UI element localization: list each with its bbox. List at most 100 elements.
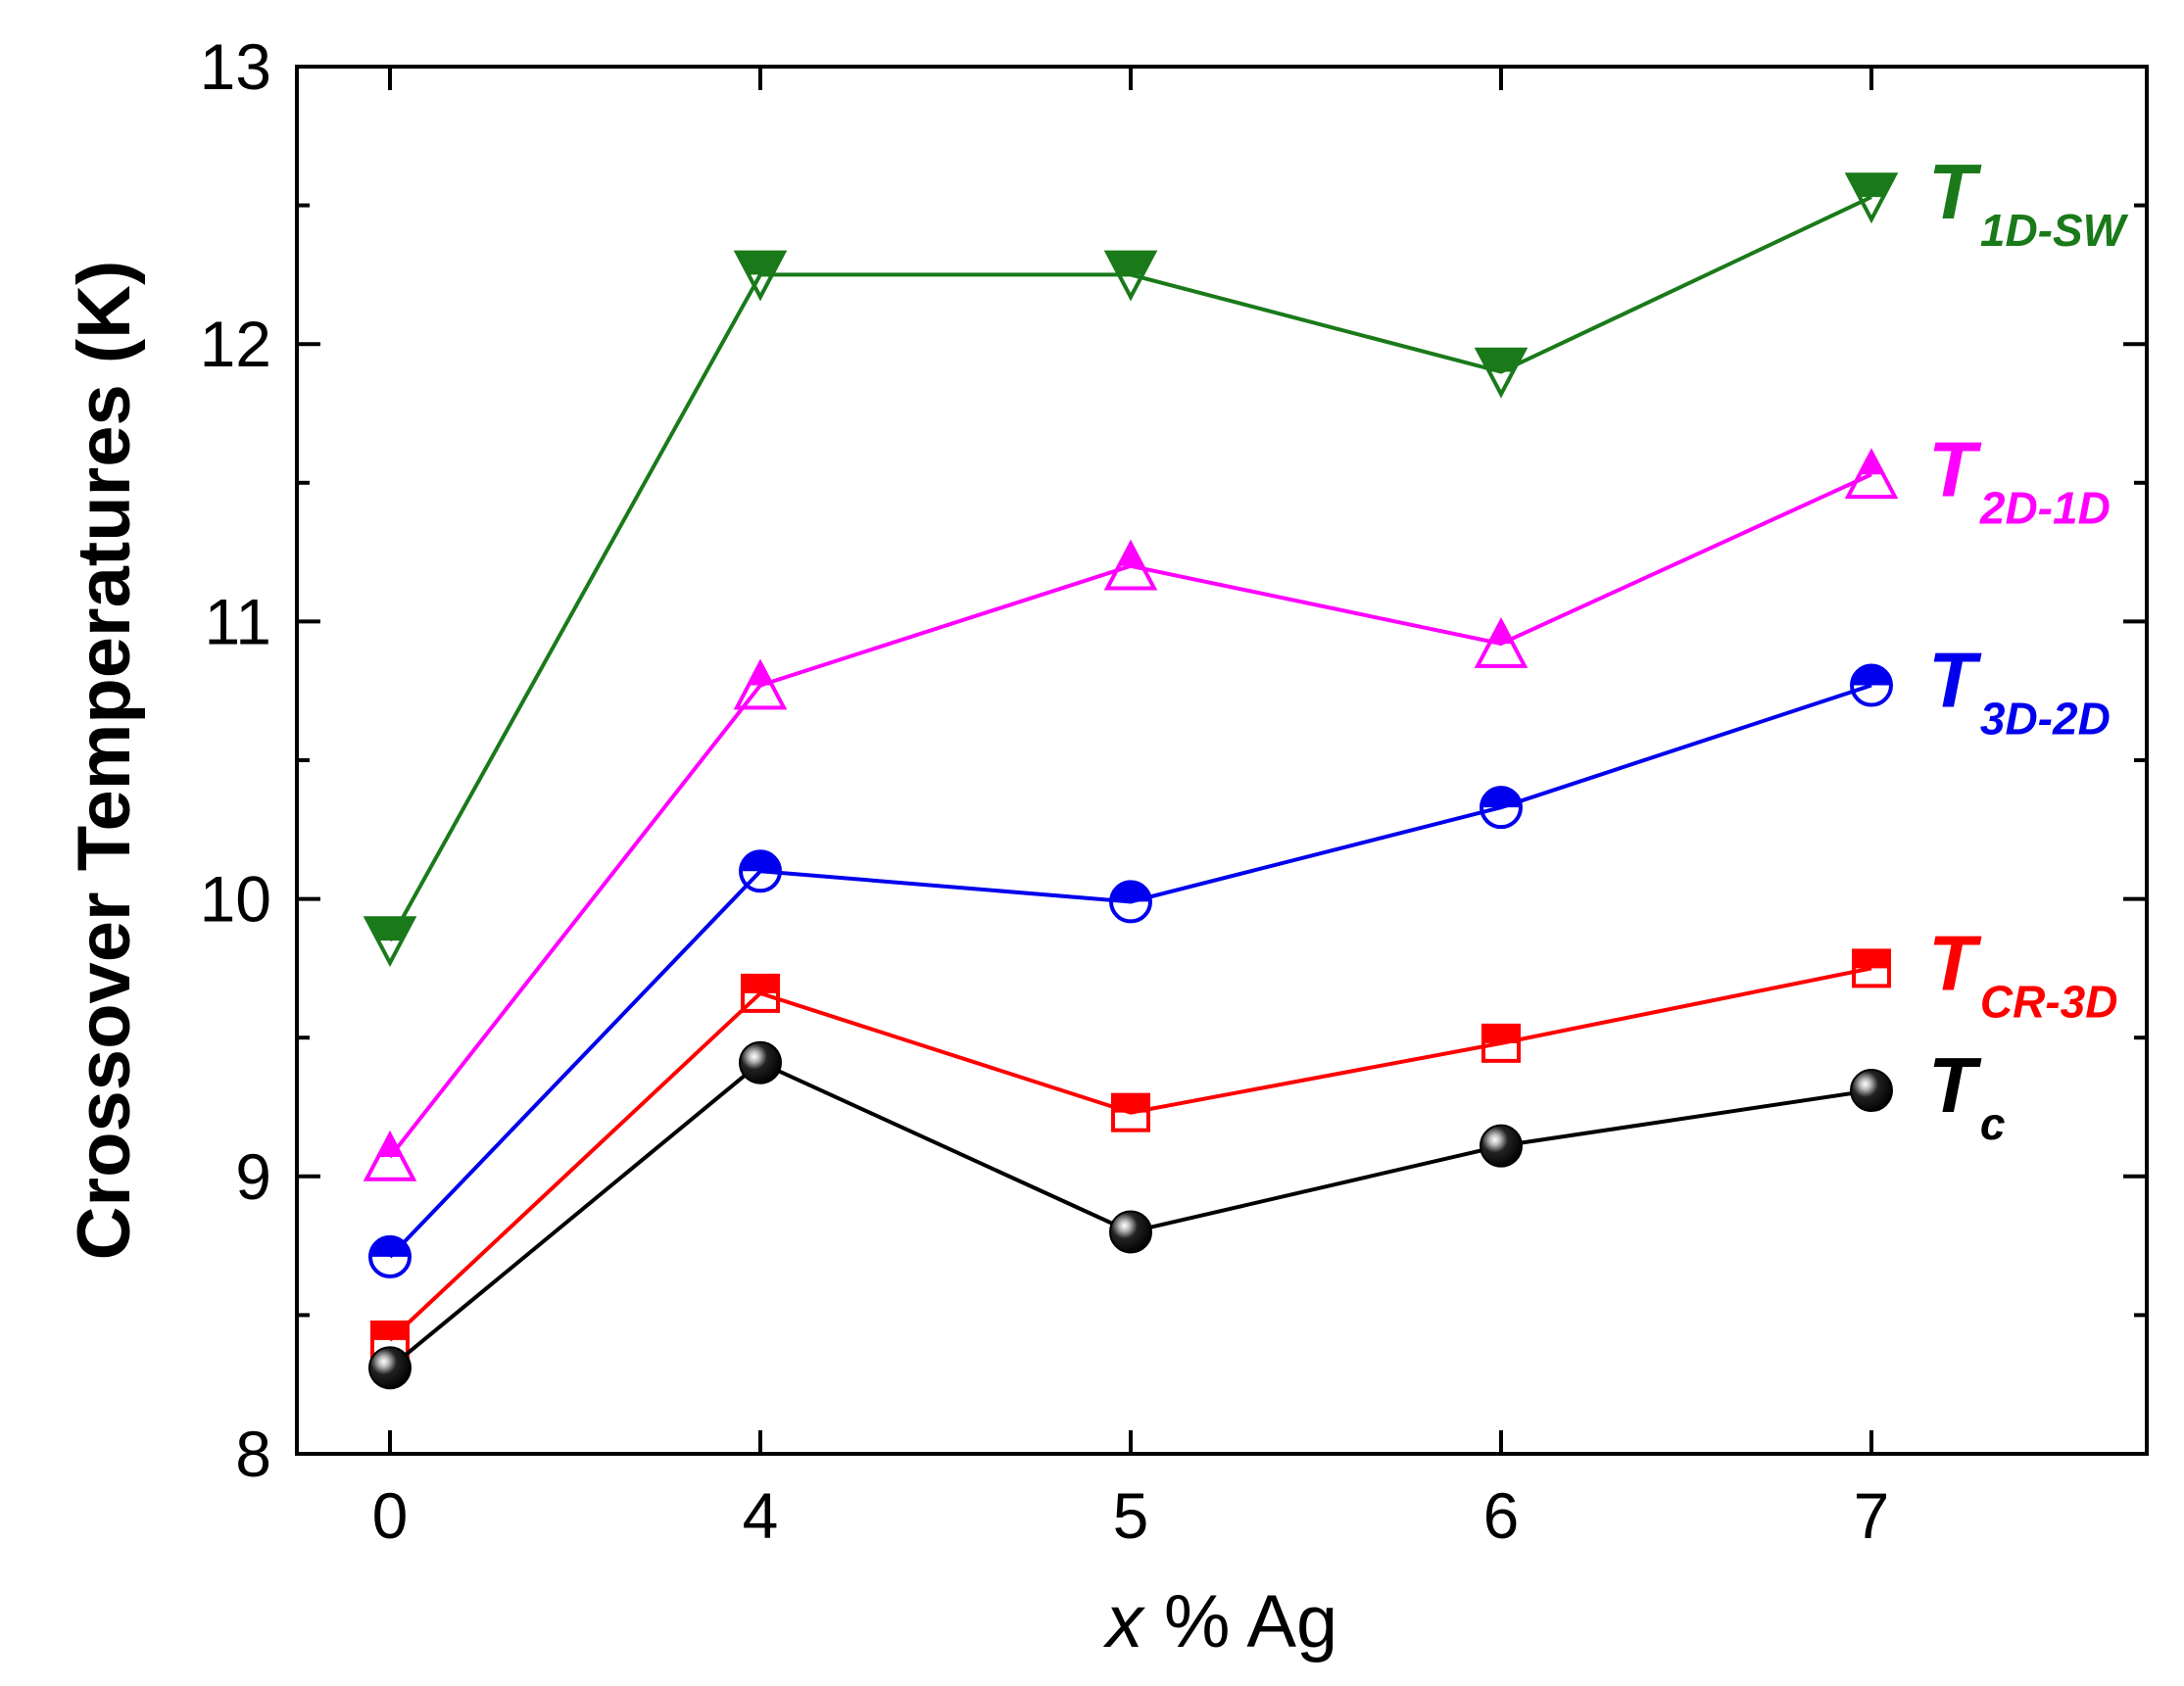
y-tick-label: 12 xyxy=(200,308,271,380)
marker-fill xyxy=(1848,174,1895,198)
series-3d-2d xyxy=(368,663,1893,1278)
series-2d-1d xyxy=(363,448,1899,1181)
marker-fill xyxy=(1478,349,1525,372)
y-tick-label: 13 xyxy=(200,30,271,103)
marker-fill xyxy=(743,975,778,993)
data-point xyxy=(1109,1210,1152,1254)
marker-fill xyxy=(737,252,784,275)
series-label-main: T xyxy=(1928,148,1982,235)
series-label-main: T xyxy=(1928,425,1982,512)
marker-outline xyxy=(1109,880,1152,924)
marker-fill xyxy=(1481,788,1521,808)
marker-outline xyxy=(1474,616,1529,668)
marker-fill xyxy=(1854,950,1889,969)
data-point xyxy=(1481,1023,1521,1063)
data-point xyxy=(1844,172,1899,224)
series-cr-3d xyxy=(370,948,1891,1360)
series-label-main: T xyxy=(1928,919,1982,1006)
marker-outline xyxy=(363,916,417,968)
y-tick-label: 10 xyxy=(200,863,271,936)
marker-fill xyxy=(1483,1025,1519,1043)
marker-outline xyxy=(1844,172,1899,224)
marker-fill xyxy=(1111,882,1150,902)
data-point xyxy=(1103,539,1158,591)
y-axis-ticks: 8 9 10 11 12 13 xyxy=(200,30,2147,1490)
series-label-sub: CR-3D xyxy=(1980,976,2118,1027)
series-label-sub: 1D-SW xyxy=(1980,205,2129,256)
marker-fill xyxy=(1107,252,1154,275)
series-label: Tc xyxy=(1928,1041,2005,1149)
data-point xyxy=(741,973,780,1013)
y-tick-label: 9 xyxy=(235,1140,271,1213)
data-point xyxy=(739,849,782,893)
series-c xyxy=(368,1040,1893,1390)
data-point xyxy=(1111,1092,1150,1132)
x-axis-ticks: 0 4 5 6 7 xyxy=(372,67,1890,1552)
data-point xyxy=(733,658,788,710)
marker-sphere xyxy=(1109,1210,1152,1254)
marker-fill xyxy=(1860,452,1883,475)
data-point xyxy=(1474,347,1529,399)
series-layer xyxy=(363,172,1899,1390)
data-point xyxy=(1109,880,1152,924)
series-line xyxy=(388,195,1872,942)
x-axis-title-var: x xyxy=(1102,1580,1146,1663)
data-point xyxy=(733,250,788,302)
marker-outline xyxy=(739,849,782,893)
marker-fill xyxy=(1113,1094,1148,1113)
series-label-sub: 3D-2D xyxy=(1980,694,2111,745)
data-point xyxy=(1480,1124,1523,1168)
marker-fill xyxy=(749,662,772,686)
y-axis-title: Crossover Temperatures (K) xyxy=(63,261,146,1261)
marker-sphere xyxy=(739,1040,782,1084)
marker-outline xyxy=(368,1234,412,1278)
marker-outline xyxy=(1844,448,1899,500)
series-label: T2D-1D xyxy=(1928,425,2111,533)
series-label: TCR-3D xyxy=(1928,919,2117,1027)
data-point xyxy=(1850,663,1893,707)
data-point xyxy=(1103,250,1158,302)
data-point xyxy=(363,1130,417,1181)
marker-fill xyxy=(741,851,780,872)
marker-fill xyxy=(1489,621,1513,645)
series-label-sub: c xyxy=(1980,1098,2006,1149)
marker-sphere xyxy=(368,1346,412,1390)
data-point xyxy=(1844,448,1899,500)
marker-fill xyxy=(372,1322,408,1340)
marker-sphere xyxy=(1480,1124,1523,1168)
x-tick-label: 5 xyxy=(1113,1479,1149,1552)
marker-outline xyxy=(1103,250,1158,302)
plot-frame xyxy=(295,65,2149,1456)
marker-outline xyxy=(733,658,788,710)
marker-outline xyxy=(733,250,788,302)
series-label-sub: 2D-1D xyxy=(1979,482,2111,533)
marker-outline xyxy=(1852,948,1891,988)
marker-outline xyxy=(1480,786,1523,830)
marker-outline xyxy=(1111,1092,1150,1132)
series-line xyxy=(388,683,1872,1259)
y-tick-label: 11 xyxy=(204,585,271,657)
data-point xyxy=(363,916,417,968)
data-point xyxy=(1852,948,1891,988)
x-axis-title-rest: % Ag xyxy=(1143,1580,1338,1663)
x-axis-title: x % Ag xyxy=(1102,1580,1338,1663)
data-point xyxy=(739,1040,782,1084)
marker-outline xyxy=(741,973,780,1013)
marker-fill xyxy=(1119,543,1142,566)
series-label: T3D-2D xyxy=(1928,637,2111,745)
data-point xyxy=(368,1234,412,1278)
x-tick-label: 7 xyxy=(1854,1479,1890,1552)
marker-fill xyxy=(366,918,413,941)
data-point xyxy=(1850,1069,1893,1113)
marker-outline xyxy=(1103,539,1158,591)
data-point xyxy=(1474,616,1529,668)
series-label-main: T xyxy=(1928,1041,1982,1129)
x-tick-label: 6 xyxy=(1483,1479,1520,1552)
marker-outline xyxy=(1481,1023,1521,1063)
x-tick-label: 0 xyxy=(372,1479,409,1552)
series-label: T1D-SW xyxy=(1928,148,2129,256)
marker-fill xyxy=(378,1134,402,1157)
data-point xyxy=(1480,786,1523,830)
